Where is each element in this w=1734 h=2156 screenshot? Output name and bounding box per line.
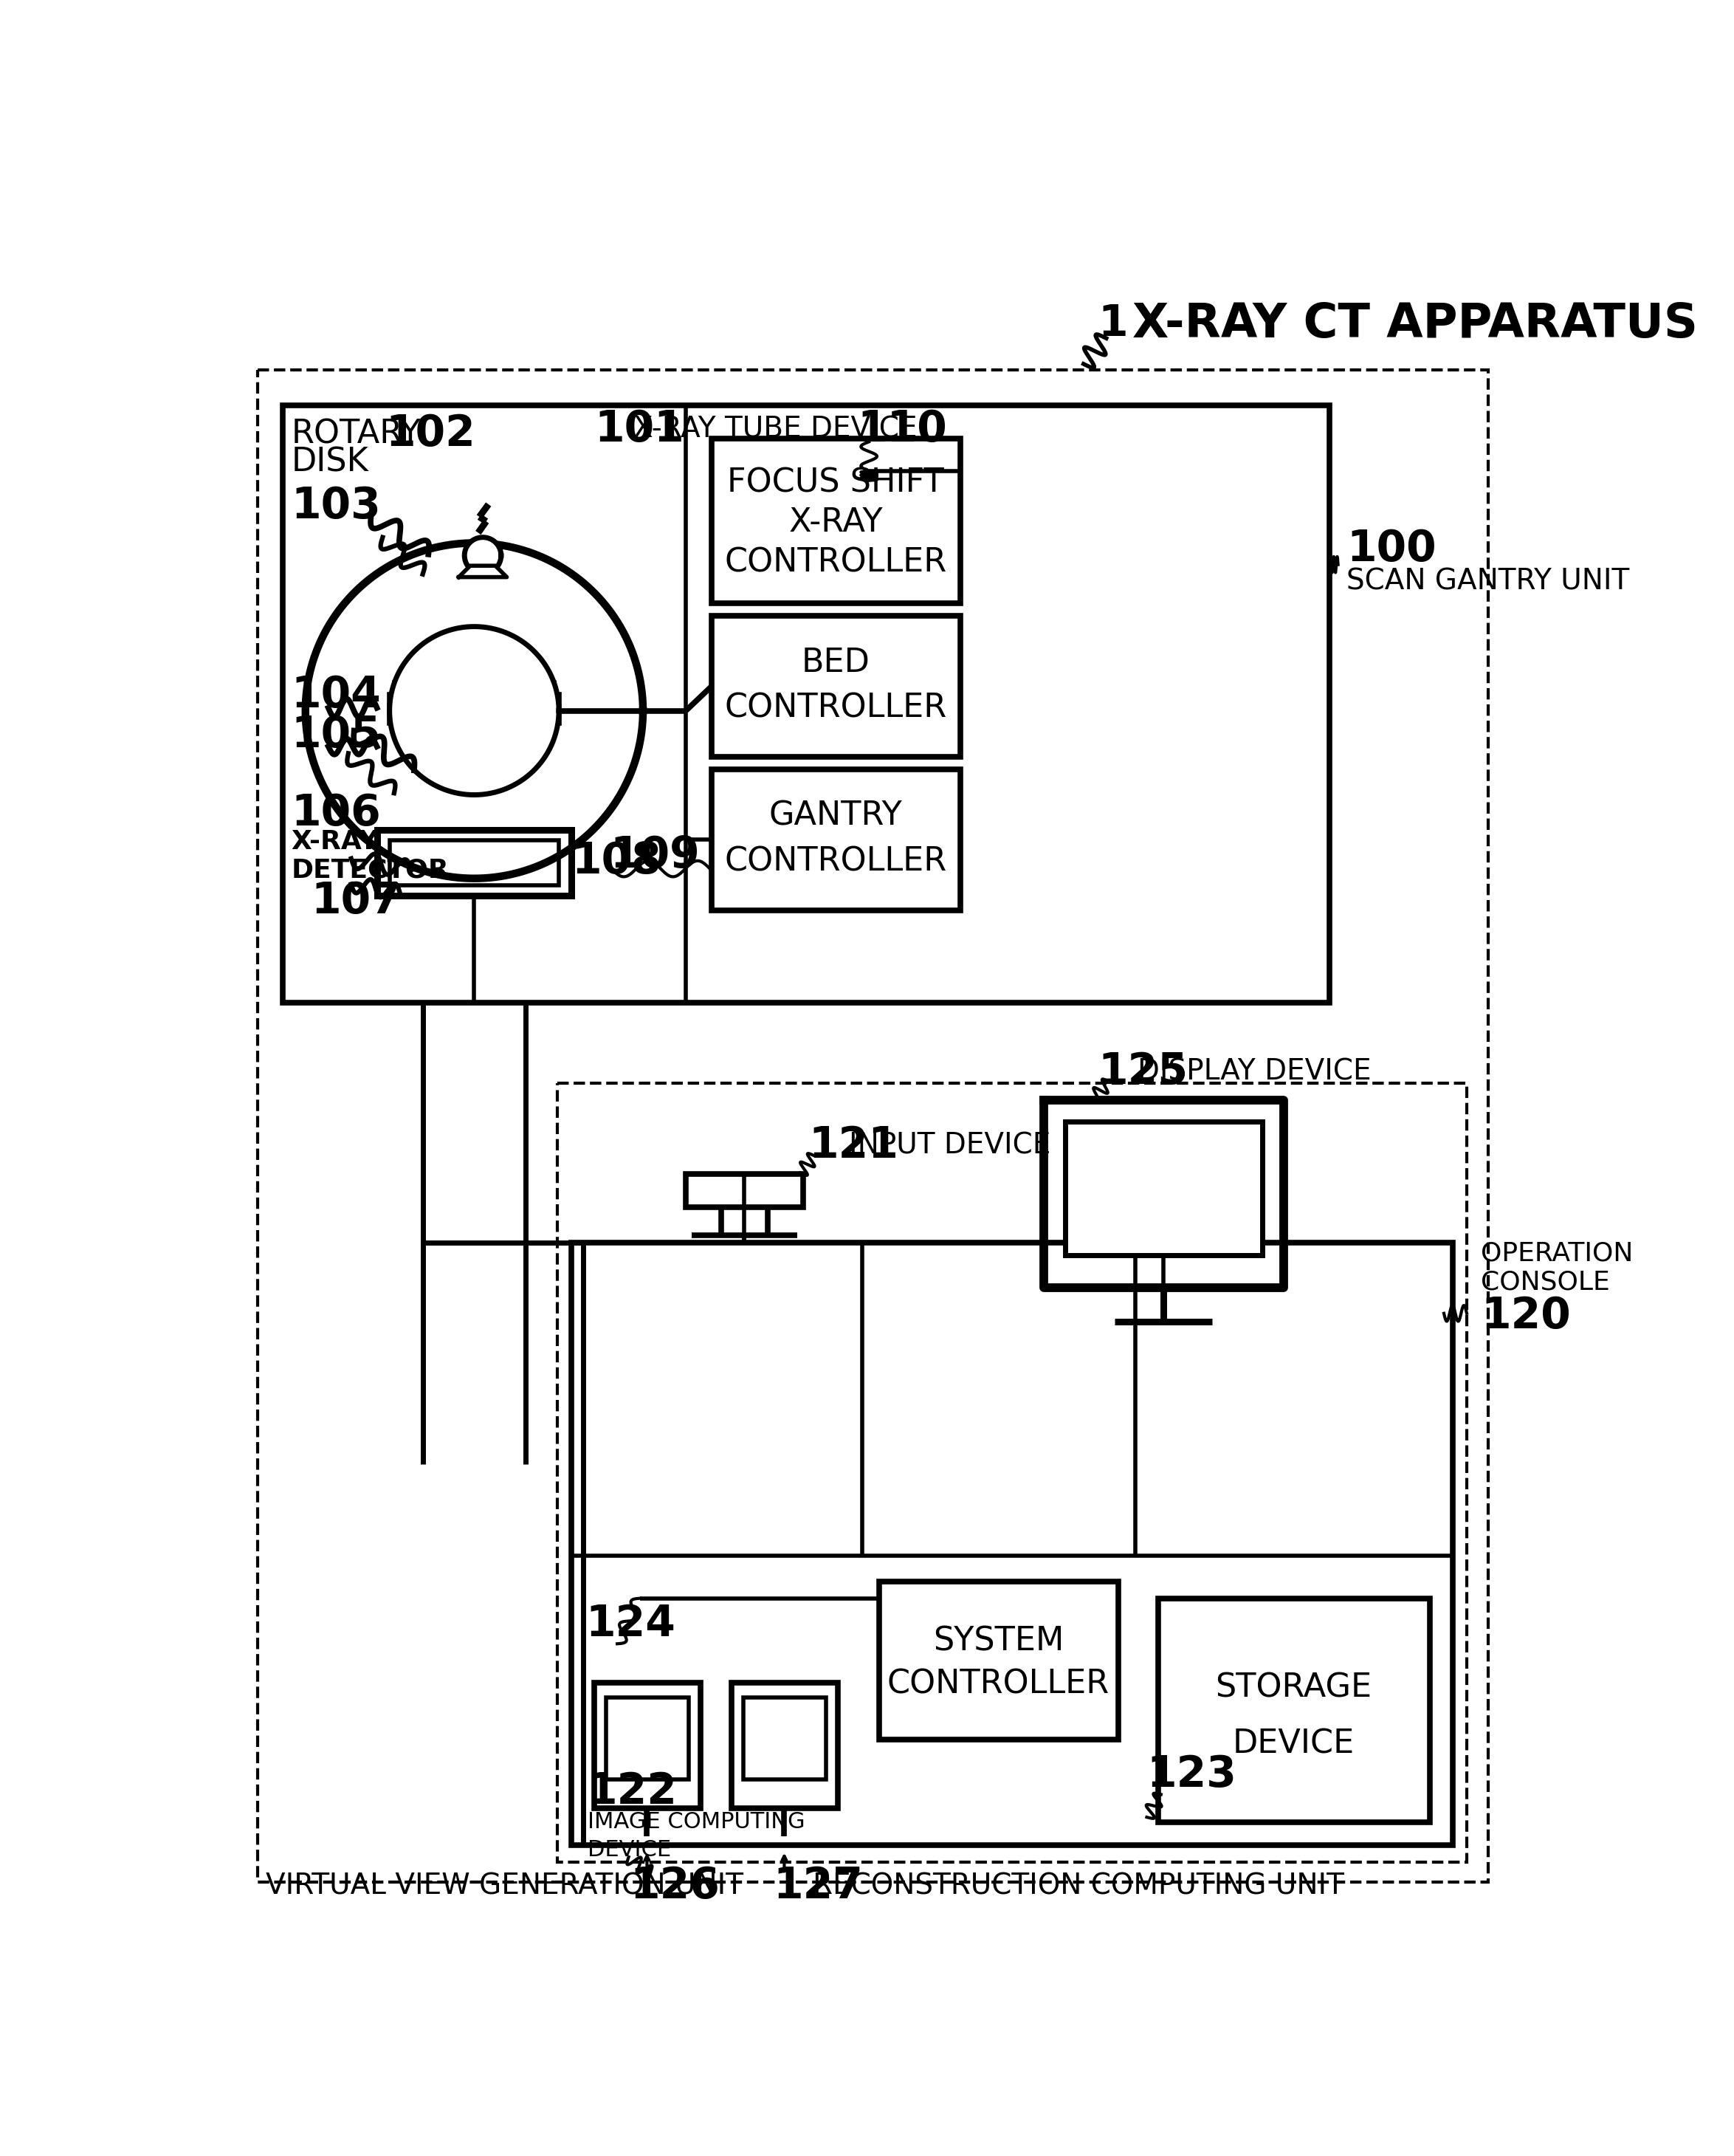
- Text: BED: BED: [801, 647, 870, 679]
- Text: INPUT DEVICE: INPUT DEVICE: [850, 1132, 1051, 1160]
- Text: CONTROLLER: CONTROLLER: [888, 1669, 1110, 1701]
- Bar: [390, 694, 558, 722]
- Bar: [595, 1684, 701, 1809]
- Text: 110: 110: [858, 407, 947, 451]
- Text: DETECTOR: DETECTOR: [291, 858, 449, 882]
- Text: 125: 125: [1098, 1050, 1188, 1093]
- Text: CONTROLLER: CONTROLLER: [725, 545, 947, 578]
- Bar: [557, 1082, 1467, 1863]
- Bar: [376, 830, 572, 895]
- Text: OPERATION: OPERATION: [1481, 1242, 1633, 1266]
- Text: GANTRY: GANTRY: [770, 800, 902, 832]
- Bar: [390, 841, 558, 886]
- Text: 126: 126: [629, 1865, 720, 1906]
- Bar: [711, 617, 961, 757]
- Bar: [1158, 1598, 1429, 1822]
- Text: 109: 109: [610, 834, 701, 877]
- Text: ROTARY: ROTARY: [291, 418, 421, 451]
- Bar: [572, 1242, 1453, 1846]
- Bar: [744, 1697, 825, 1779]
- Text: 108: 108: [572, 841, 661, 882]
- Text: CONTROLLER: CONTROLLER: [725, 692, 947, 724]
- Text: X-RAY: X-RAY: [789, 507, 883, 539]
- Polygon shape: [305, 543, 643, 877]
- Text: X-RAY CT APPARATUS: X-RAY CT APPARATUS: [1132, 302, 1698, 347]
- Text: 100: 100: [1347, 528, 1436, 569]
- Bar: [687, 1175, 803, 1207]
- Text: 124: 124: [586, 1602, 676, 1645]
- Bar: [1065, 1121, 1262, 1255]
- Text: 107: 107: [310, 880, 401, 923]
- Text: CONSOLE: CONSOLE: [1481, 1270, 1611, 1294]
- Bar: [732, 1684, 838, 1809]
- Text: IMAGE COMPUTING: IMAGE COMPUTING: [588, 1811, 805, 1833]
- Text: SYSTEM: SYSTEM: [933, 1626, 1065, 1658]
- Text: 105: 105: [291, 714, 381, 757]
- Text: 103: 103: [291, 485, 381, 526]
- Polygon shape: [460, 565, 506, 578]
- Text: 122: 122: [588, 1770, 678, 1813]
- Text: 127: 127: [773, 1865, 864, 1906]
- Text: FOCUS SHIFT: FOCUS SHIFT: [727, 468, 945, 498]
- Text: STORAGE: STORAGE: [1216, 1673, 1372, 1703]
- Text: 104: 104: [291, 675, 381, 716]
- Polygon shape: [465, 537, 501, 573]
- Text: CONTROLLER: CONTROLLER: [725, 845, 947, 877]
- Text: VIRTUAL VIEW GENERATION UNIT: VIRTUAL VIEW GENERATION UNIT: [265, 1871, 742, 1899]
- Bar: [283, 405, 1330, 1003]
- Text: 101: 101: [595, 407, 685, 451]
- Bar: [605, 1697, 688, 1779]
- Text: X-RAY TUBE DEVICE: X-RAY TUBE DEVICE: [633, 416, 917, 444]
- Text: 120: 120: [1481, 1296, 1571, 1337]
- Text: 121: 121: [808, 1125, 898, 1166]
- Text: 123: 123: [1146, 1753, 1236, 1796]
- Text: DISPLAY DEVICE: DISPLAY DEVICE: [1138, 1059, 1372, 1087]
- Text: RECONSTRUCTION COMPUTING UNIT: RECONSTRUCTION COMPUTING UNIT: [813, 1871, 1344, 1899]
- Text: DEVICE: DEVICE: [588, 1839, 671, 1861]
- Text: 1: 1: [1098, 304, 1127, 345]
- Text: 106: 106: [291, 791, 381, 834]
- Bar: [879, 1580, 1118, 1740]
- Polygon shape: [390, 627, 558, 796]
- Text: X-RAY: X-RAY: [291, 828, 378, 854]
- Text: DISK: DISK: [291, 446, 368, 479]
- Text: 102: 102: [385, 412, 475, 455]
- Text: SCAN GANTRY UNIT: SCAN GANTRY UNIT: [1347, 567, 1630, 595]
- Text: DEVICE: DEVICE: [1233, 1727, 1354, 1759]
- Bar: [711, 438, 961, 604]
- Bar: [394, 681, 555, 696]
- Bar: [711, 770, 961, 910]
